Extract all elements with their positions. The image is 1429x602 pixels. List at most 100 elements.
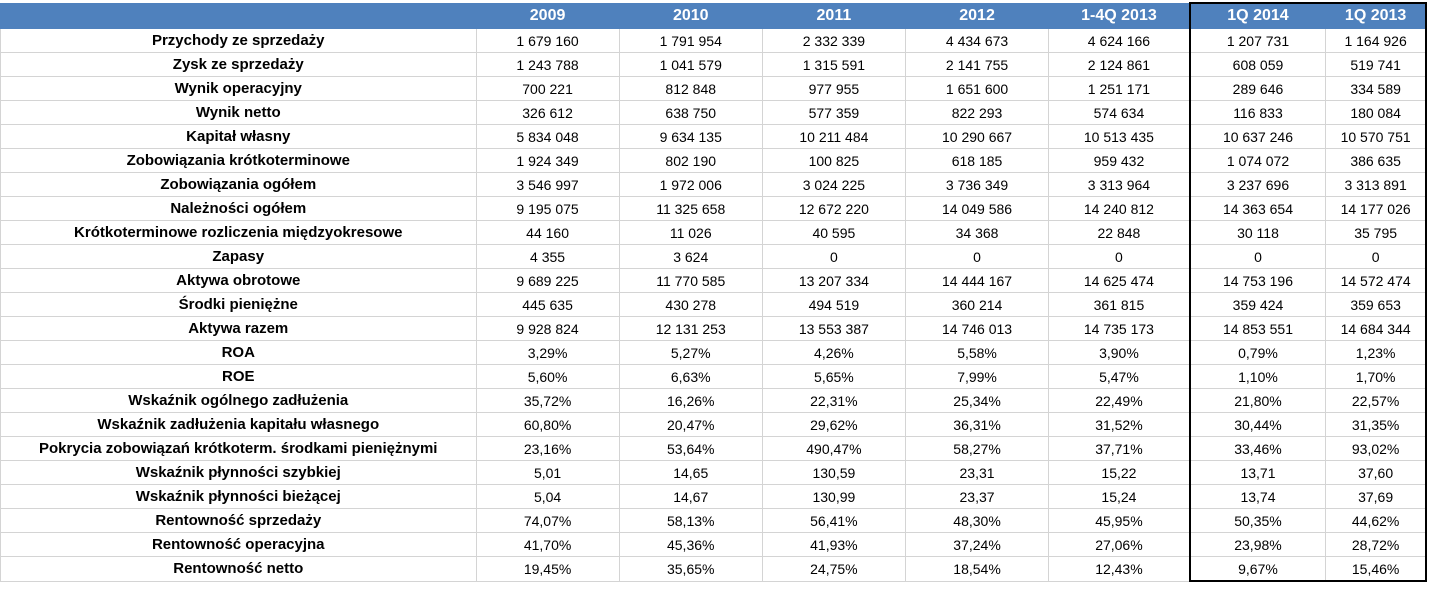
header-cell-1q-2013: 1Q 2013 bbox=[1325, 2, 1428, 29]
table-cell: 494 519 bbox=[761, 292, 906, 317]
table-cell: 802 190 bbox=[618, 148, 763, 173]
table-cell: 35,72% bbox=[475, 388, 620, 413]
table-cell: 13,74 bbox=[1188, 484, 1327, 509]
table-cell: 3 237 696 bbox=[1188, 172, 1327, 197]
table-cell: 7,99% bbox=[904, 364, 1050, 389]
table-cell: 4 434 673 bbox=[904, 28, 1050, 53]
table-cell: 11 325 658 bbox=[618, 196, 763, 221]
table-cell: 0 bbox=[1048, 244, 1191, 269]
table-cell: 18,54% bbox=[904, 556, 1050, 582]
row-label: Zobowiązania krótkoterminowe bbox=[0, 148, 477, 173]
table-cell: 1 972 006 bbox=[618, 172, 763, 197]
table-cell: 577 359 bbox=[761, 100, 906, 125]
table-cell: 1 243 788 bbox=[475, 52, 620, 77]
table-row: Kapitał własny 5 834 048 9 634 135 10 211 4… bbox=[0, 124, 1428, 149]
table-cell: 490,47% bbox=[761, 436, 906, 461]
table-cell: 1,23% bbox=[1325, 340, 1428, 365]
table-cell: 1 251 171 bbox=[1048, 76, 1191, 101]
table-cell: 9,67% bbox=[1188, 556, 1327, 582]
table-cell: 58,27% bbox=[904, 436, 1050, 461]
table-cell: 822 293 bbox=[904, 100, 1050, 125]
table-cell: 386 635 bbox=[1325, 148, 1428, 173]
table-cell: 0,79% bbox=[1188, 340, 1327, 365]
row-label: Pokrycia zobowiązań krótkoterm. środkami… bbox=[0, 436, 477, 461]
table-cell: 1,70% bbox=[1325, 364, 1428, 389]
table-row: Rentowność sprzedaży 74,07% 58,13% 56,41% 48… bbox=[0, 508, 1428, 533]
table-cell: 12,43% bbox=[1048, 556, 1191, 582]
row-label: Wskaźnik płynności szybkiej bbox=[0, 460, 477, 485]
row-label: Aktywa razem bbox=[0, 316, 477, 341]
table-cell: 31,52% bbox=[1048, 412, 1191, 437]
table-cell: 35 795 bbox=[1325, 220, 1428, 245]
table-cell: 5,47% bbox=[1048, 364, 1191, 389]
table-cell: 9 689 225 bbox=[475, 268, 620, 293]
table-cell: 0 bbox=[1325, 244, 1428, 269]
table-row: Krótkoterminowe rozliczenia międzyokreso… bbox=[0, 220, 1428, 245]
table-cell: 334 589 bbox=[1325, 76, 1428, 101]
table-cell: 10 570 751 bbox=[1325, 124, 1428, 149]
header-row: 2009 2010 2011 2012 1-4Q 2013 1Q 2014 1Q… bbox=[0, 2, 1428, 29]
table-cell: 58,13% bbox=[618, 508, 763, 533]
table-cell: 326 612 bbox=[475, 100, 620, 125]
table-cell: 9 928 824 bbox=[475, 316, 620, 341]
table-cell: 14 572 474 bbox=[1325, 268, 1428, 293]
table-cell: 37,69 bbox=[1325, 484, 1428, 509]
table-cell: 1 791 954 bbox=[618, 28, 763, 53]
table-cell: 519 741 bbox=[1325, 52, 1428, 77]
row-label: Aktywa obrotowe bbox=[0, 268, 477, 293]
table-cell: 5,01 bbox=[475, 460, 620, 485]
row-label: Przychody ze sprzedaży bbox=[0, 28, 477, 53]
row-label: Wskaźnik ogólnego zadłużenia bbox=[0, 388, 477, 413]
table-row: Wskaźnik ogólnego zadłużenia 35,72% 16,26%… bbox=[0, 388, 1428, 413]
header-cell-2012: 2012 bbox=[904, 2, 1050, 29]
table-cell: 23,98% bbox=[1188, 532, 1327, 557]
table-cell: 430 278 bbox=[618, 292, 763, 317]
table-cell: 56,41% bbox=[761, 508, 906, 533]
table-cell: 14 177 026 bbox=[1325, 196, 1428, 221]
table-cell: 10 637 246 bbox=[1188, 124, 1327, 149]
table-cell: 41,93% bbox=[761, 532, 906, 557]
row-label: Wskaźnik zadłużenia kapitału własnego bbox=[0, 412, 477, 437]
table-cell: 959 432 bbox=[1048, 148, 1191, 173]
row-label: Krótkoterminowe rozliczenia międzyokreso… bbox=[0, 220, 477, 245]
table-cell: 23,37 bbox=[904, 484, 1050, 509]
table-cell: 23,16% bbox=[475, 436, 620, 461]
table-cell: 3 624 bbox=[618, 244, 763, 269]
table-cell: 180 084 bbox=[1325, 100, 1428, 125]
table-cell: 53,64% bbox=[618, 436, 763, 461]
table-row: Przychody ze sprzedaży 1 679 160 1 791 954… bbox=[0, 28, 1428, 53]
row-label: Rentowność netto bbox=[0, 556, 477, 582]
header-cell-1-4q-2013: 1-4Q 2013 bbox=[1048, 2, 1191, 29]
table-cell: 289 646 bbox=[1188, 76, 1327, 101]
table-cell: 5,60% bbox=[475, 364, 620, 389]
table-cell: 35,65% bbox=[618, 556, 763, 582]
table-cell: 608 059 bbox=[1188, 52, 1327, 77]
financial-table: 2009 2010 2011 2012 1-4Q 2013 1Q 2014 1Q… bbox=[0, 2, 1428, 582]
table-cell: 14,67 bbox=[618, 484, 763, 509]
row-label: Wskaźnik płynności bieżącej bbox=[0, 484, 477, 509]
table-cell: 12 131 253 bbox=[618, 316, 763, 341]
table-row: Wskaźnik płynności szybkiej 5,01 14,65 130,… bbox=[0, 460, 1428, 485]
table-cell: 1 164 926 bbox=[1325, 28, 1428, 53]
table-cell: 14 684 344 bbox=[1325, 316, 1428, 341]
table-cell: 33,46% bbox=[1188, 436, 1327, 461]
table-cell: 2 124 861 bbox=[1048, 52, 1191, 77]
table-cell: 14 853 551 bbox=[1188, 316, 1327, 341]
table-cell: 3,29% bbox=[475, 340, 620, 365]
table-cell: 14 746 013 bbox=[904, 316, 1050, 341]
header-cell-2009: 2009 bbox=[475, 2, 620, 29]
table-cell: 41,70% bbox=[475, 532, 620, 557]
table-cell: 4 355 bbox=[475, 244, 620, 269]
table-cell: 1,10% bbox=[1188, 364, 1327, 389]
table-cell: 100 825 bbox=[761, 148, 906, 173]
table-cell: 618 185 bbox=[904, 148, 1050, 173]
table-cell: 5,58% bbox=[904, 340, 1050, 365]
table-row: Aktywa razem 9 928 824 12 131 253 13 553 38… bbox=[0, 316, 1428, 341]
row-label: Zobowiązania ogółem bbox=[0, 172, 477, 197]
row-label: Rentowność operacyjna bbox=[0, 532, 477, 557]
table-cell: 45,95% bbox=[1048, 508, 1191, 533]
table-cell: 31,35% bbox=[1325, 412, 1428, 437]
table-cell: 11 026 bbox=[618, 220, 763, 245]
row-label: Kapitał własny bbox=[0, 124, 477, 149]
table-cell: 5,04 bbox=[475, 484, 620, 509]
